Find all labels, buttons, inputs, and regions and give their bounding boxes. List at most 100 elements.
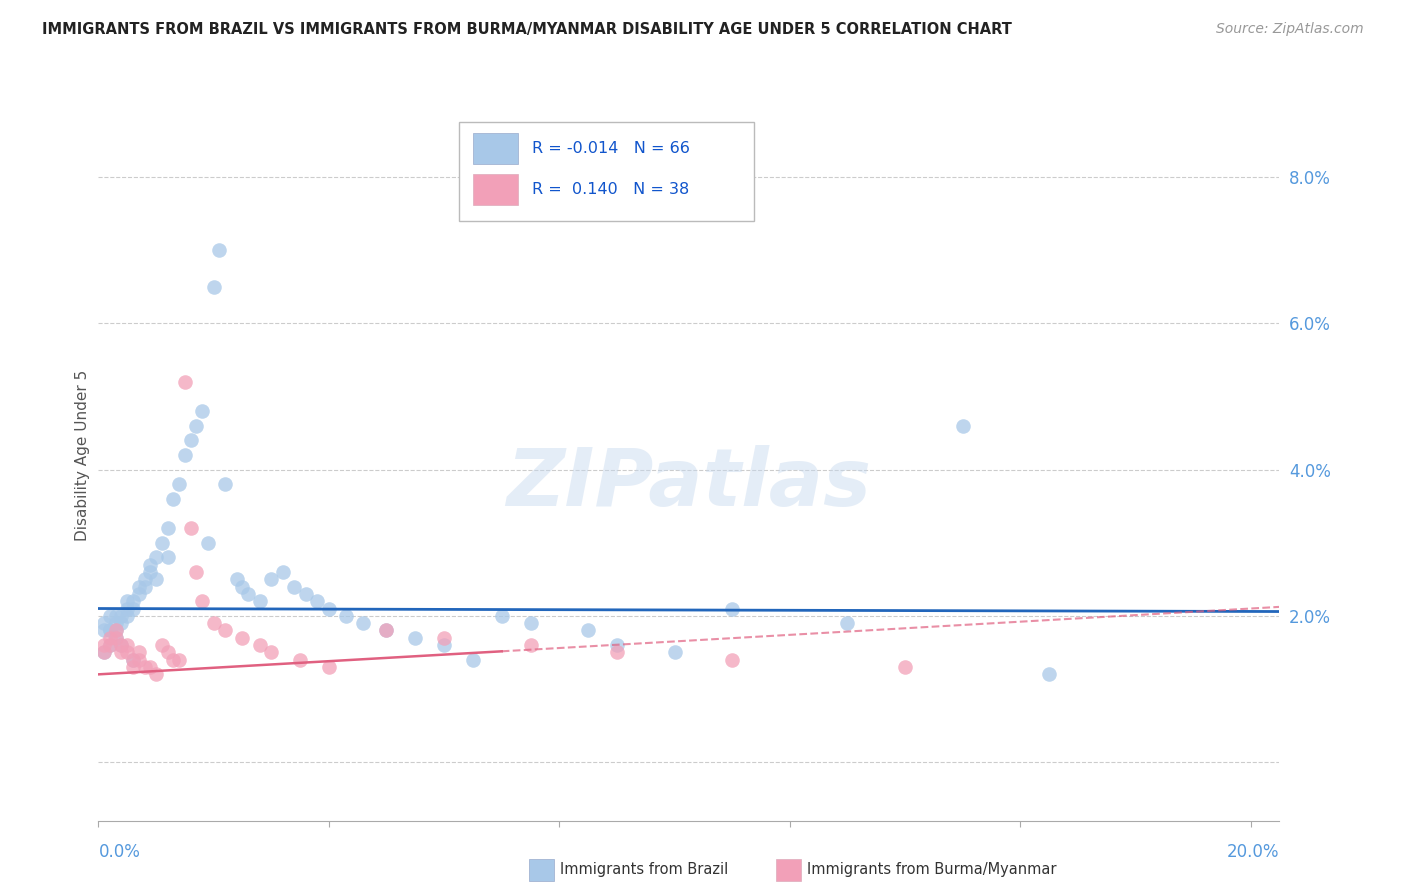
Point [260, 572, 283, 586]
Text: IMMIGRANTS FROM BRAZIL VS IMMIGRANTS FROM BURMA/MYANMAR DISABILITY AGE UNDER 5 C: IMMIGRANTS FROM BRAZIL VS IMMIGRANTS FRO… [42, 22, 1012, 37]
Point [93, 638, 115, 652]
Point [606, 645, 628, 659]
Point [721, 653, 744, 667]
Point [104, 631, 127, 645]
Point [115, 608, 138, 623]
Point [952, 418, 974, 433]
Point [93, 624, 115, 638]
Point [180, 521, 202, 535]
Point [162, 491, 184, 506]
Point [173, 375, 195, 389]
Point [307, 594, 329, 608]
Text: R = -0.014   N = 66: R = -0.014 N = 66 [531, 141, 690, 156]
Text: Source: ZipAtlas.com: Source: ZipAtlas.com [1216, 22, 1364, 37]
Bar [472, 133, 517, 164]
Point [519, 638, 541, 652]
Point [98, 624, 121, 638]
Text: 0.0%: 0.0% [98, 843, 141, 861]
Point [93, 645, 115, 659]
Point [128, 653, 150, 667]
Point [104, 631, 127, 645]
Point [894, 660, 917, 674]
Point [318, 660, 340, 674]
Point [110, 645, 132, 659]
Y-axis label: Disability Age Under 5: Disability Age Under 5 [75, 369, 90, 541]
Point [433, 638, 456, 652]
Point [238, 587, 260, 601]
Point [150, 638, 173, 652]
Text: R =  0.140   N = 38: R = 0.140 N = 38 [531, 182, 689, 197]
Point [115, 645, 138, 659]
Point [98, 638, 121, 652]
Point [104, 624, 127, 638]
FancyBboxPatch shape [458, 122, 754, 221]
Point [288, 653, 311, 667]
Point [214, 477, 236, 491]
Point [202, 279, 225, 293]
Point [837, 616, 859, 631]
Point [214, 624, 236, 638]
Point [122, 653, 145, 667]
Point [721, 601, 744, 615]
Point [98, 631, 121, 645]
Point [186, 565, 208, 579]
Point [1038, 667, 1060, 681]
Point [162, 653, 184, 667]
Point [156, 645, 179, 659]
Point [115, 601, 138, 615]
Point [491, 608, 513, 623]
Point [318, 601, 340, 615]
Point [104, 608, 127, 623]
Point [110, 608, 132, 623]
Point [249, 594, 271, 608]
Point [134, 572, 156, 586]
Point [186, 418, 208, 433]
Point [115, 594, 138, 608]
Point [110, 638, 132, 652]
Point [231, 631, 253, 645]
Point [197, 535, 219, 549]
Point [134, 580, 156, 594]
Point [145, 572, 167, 586]
Point [128, 580, 150, 594]
Point [98, 638, 121, 652]
Point [225, 572, 247, 586]
Point [249, 638, 271, 652]
Point [404, 631, 426, 645]
Point [461, 653, 484, 667]
Point [128, 587, 150, 601]
Point [122, 660, 145, 674]
Point [145, 550, 167, 565]
Point [139, 565, 162, 579]
Point [167, 653, 190, 667]
Point [606, 638, 628, 652]
Point [375, 624, 398, 638]
Point [576, 624, 599, 638]
Point [271, 565, 294, 579]
Point [93, 645, 115, 659]
Point [104, 616, 127, 631]
Text: Immigrants from Brazil: Immigrants from Brazil [560, 863, 728, 877]
Point [150, 535, 173, 549]
Point [664, 645, 686, 659]
Point [191, 404, 214, 418]
Point [295, 587, 318, 601]
Point [110, 616, 132, 631]
Point [115, 638, 138, 652]
Point [156, 521, 179, 535]
Bar [472, 174, 517, 205]
Point [231, 580, 253, 594]
Point [128, 645, 150, 659]
Point [335, 608, 357, 623]
Text: ZIPatlas: ZIPatlas [506, 445, 872, 524]
Point [93, 616, 115, 631]
Point [134, 660, 156, 674]
Point [98, 608, 121, 623]
Point [191, 594, 214, 608]
Point [145, 667, 167, 681]
Point [167, 477, 190, 491]
Point [352, 616, 374, 631]
Point [122, 594, 145, 608]
Point [173, 448, 195, 462]
Point [208, 243, 231, 257]
